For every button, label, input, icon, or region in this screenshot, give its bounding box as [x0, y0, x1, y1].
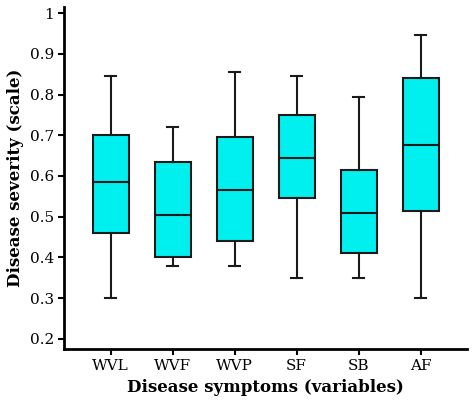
Bar — [93, 135, 128, 233]
Bar — [341, 170, 376, 253]
Bar — [279, 115, 315, 198]
Bar — [155, 162, 191, 258]
Y-axis label: Disease severity (scale): Disease severity (scale) — [7, 69, 24, 287]
Bar — [217, 137, 253, 241]
X-axis label: Disease symptoms (variables): Disease symptoms (variables) — [127, 379, 404, 396]
Bar — [402, 78, 438, 211]
